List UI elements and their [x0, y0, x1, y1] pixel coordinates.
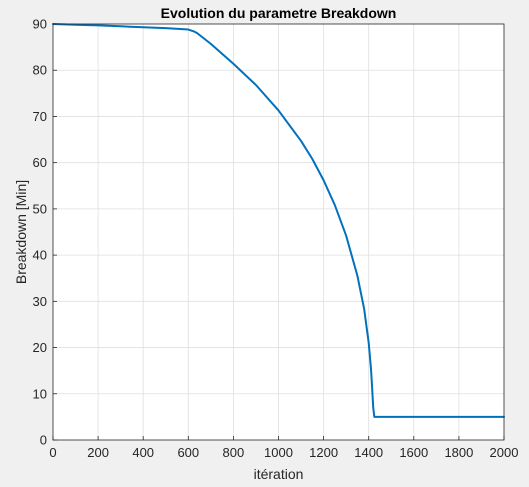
- y-tick-label: 80: [33, 63, 47, 78]
- y-axis-label: Breakdown [Min]: [13, 180, 29, 284]
- y-tick-label: 70: [33, 109, 47, 124]
- x-tick-label: 1600: [399, 445, 428, 460]
- x-tick-label: 0: [49, 445, 56, 460]
- y-tick-label: 50: [33, 201, 47, 216]
- x-tick-label: 2000: [490, 445, 519, 460]
- x-tick-label: 1200: [309, 445, 338, 460]
- series-layer: [52, 23, 505, 418]
- y-axis-ticks: 0 10 20 30 40 50 60 70 80 90: [33, 17, 57, 448]
- x-tick-label: 1400: [354, 445, 383, 460]
- x-tick-label: 1000: [264, 445, 293, 460]
- x-tick-label: 1800: [444, 445, 473, 460]
- y-tick-label: 0: [40, 433, 47, 448]
- grid-lines: [53, 24, 504, 440]
- y-tick-label: 90: [33, 17, 47, 32]
- chart-title: Evolution du parametre Breakdown: [161, 5, 397, 21]
- y-tick-label: 10: [33, 386, 47, 401]
- y-tick-label: 30: [33, 294, 47, 309]
- x-tick-label: 600: [177, 445, 199, 460]
- y-tick-label: 60: [33, 155, 47, 170]
- x-tick-label: 400: [132, 445, 154, 460]
- x-tick-label: 200: [87, 445, 109, 460]
- x-axis-label: itération: [254, 466, 304, 482]
- series-line: [52, 23, 505, 418]
- y-tick-label: 20: [33, 340, 47, 355]
- x-tick-label: 800: [223, 445, 245, 460]
- x-axis-ticks: 0 200 400 600 800 1000 1200 1400 1600 1800 2000: [49, 436, 518, 460]
- y-tick-label: 40: [33, 248, 47, 263]
